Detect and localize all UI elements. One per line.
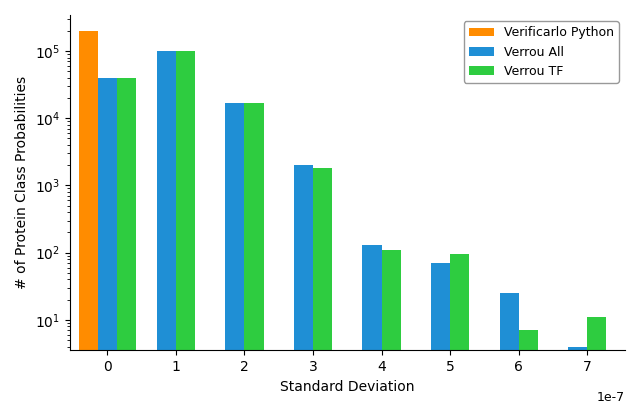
Legend: Verificarlo Python, Verrou All, Verrou TF: Verificarlo Python, Verrou All, Verrou T… (464, 21, 619, 83)
Y-axis label: # of Protein Class Probabilities: # of Protein Class Probabilities (15, 76, 29, 289)
Bar (588, 317, 607, 417)
Bar (117, 78, 136, 417)
Bar (381, 250, 401, 417)
X-axis label: Standard Deviation: Standard Deviation (280, 380, 415, 394)
Bar (500, 293, 519, 417)
Bar (98, 78, 117, 417)
Bar (450, 254, 469, 417)
Bar (244, 103, 264, 417)
Bar (568, 347, 588, 417)
Bar (79, 31, 98, 417)
Bar (519, 330, 538, 417)
Bar (157, 51, 176, 417)
Bar (294, 165, 313, 417)
Bar (362, 245, 381, 417)
Bar (313, 168, 332, 417)
Bar (176, 51, 195, 417)
Bar (225, 103, 244, 417)
Text: 1e-7: 1e-7 (597, 391, 625, 404)
Bar (431, 263, 450, 417)
